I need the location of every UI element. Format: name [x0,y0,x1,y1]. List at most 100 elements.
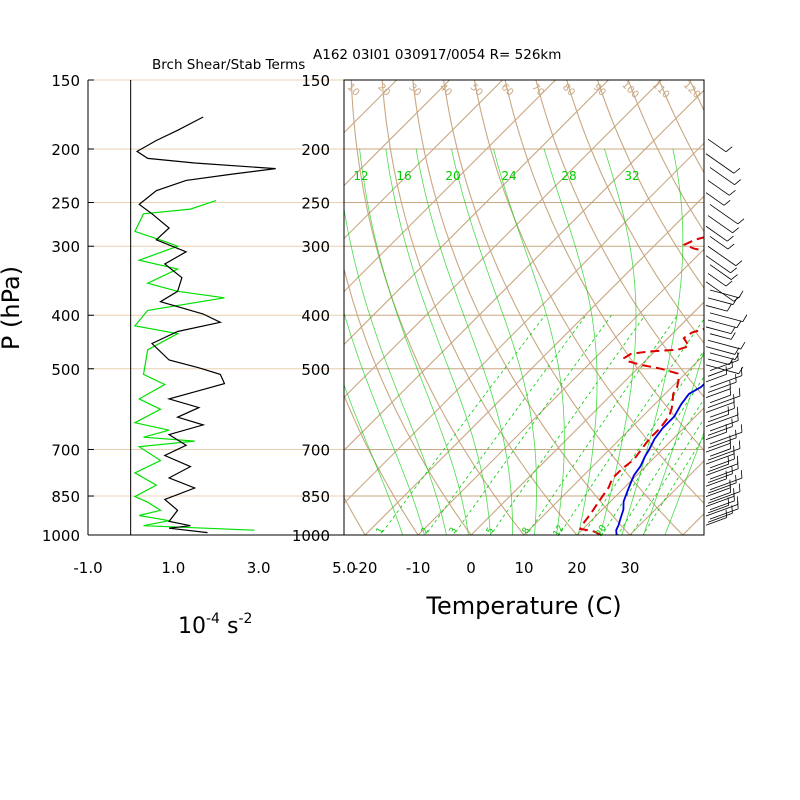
pressure-label-400: 400 [51,307,80,325]
wind-barb-staff [709,333,732,340]
wind-barb-staff [707,473,733,484]
mixing-ratio-label-16: 16 [396,169,411,183]
wind-barb-feather [742,314,748,322]
mixing-ratio-line [642,435,704,535]
moist-adiabat-line [599,148,637,535]
wind-barb-staff [707,448,741,461]
temperature-tick-labels: -20 -10 0 10 20 30 [353,559,640,577]
wind-barb-staff [707,512,733,523]
wind-barb-feather [740,424,743,433]
wind-barb-feather [731,418,733,427]
wind-barb-feather [736,455,739,464]
mixing-ratio-label-2: 2 [420,526,432,536]
wind-barb-staff [707,138,727,153]
wind-barb-staff [707,180,730,196]
wind-barb-feather [730,332,736,340]
isotherm-line [344,80,398,134]
wind-barb-staff [707,482,737,494]
isotherm-line [470,301,704,535]
pressure-label-250: 250 [51,195,80,213]
y-axis-label: P (hPa) [0,266,25,350]
wind-barb-staff [707,505,729,514]
moist-adiabat-line [344,383,404,535]
wind-barb-staff [705,487,731,497]
pressure-label-1000: 1000 [42,527,80,545]
wind-barb-staff [709,312,743,323]
isotherm-line [344,80,504,240]
mixing-ratio-line [630,418,704,535]
wind-barb-staff [705,495,735,507]
units-spacer [220,614,227,639]
dry-adiabat-label-50: 50 [468,82,485,99]
wind-barb-staff [705,431,727,441]
wind-barb-feather [733,488,735,497]
temp-tick-label-20: 20 [567,559,586,577]
wind-barb-feather [726,304,732,312]
wind-barb-staff [707,245,737,267]
wind-barb-staff [709,508,739,520]
temp-tick-label--10: -10 [406,559,431,577]
pressure-label-300: 300 [51,238,80,256]
left-pressure-tick-labels: 150 200 250 300 400 500 700 850 1000 [42,72,94,545]
isotherm-line [417,248,704,535]
wind-barb-staff [709,477,743,491]
skewt-pressure-label-300: 300 [301,238,330,256]
dry-adiabat-line [627,80,704,233]
skewt-pressure-label-150: 150 [301,72,330,90]
wind-barb-staff [709,289,740,299]
dry-adiabat-line [344,266,472,535]
mixing-ratio-label-20: 20 [595,523,610,538]
moist-adiabat-line [642,349,704,535]
wind-barb-staff [707,395,741,409]
shear-term-line [135,116,276,534]
moist-adiabat-line [385,148,491,535]
x-tick-label-1.0: 1.0 [161,559,185,577]
moist-adiabat-line [344,206,447,535]
wind-barb-feather [735,260,743,267]
wind-barb-feather [725,470,728,479]
wind-barb-feather [725,146,733,153]
isotherm-line [344,80,610,346]
dry-adiabat-label-60: 60 [499,82,516,99]
wind-barb-feather [733,295,741,302]
moist-adiabat-line [451,148,537,535]
isotherm-line [777,63,800,546]
dry-adiabat-line [344,393,419,535]
wind-barb-feather [736,406,739,415]
units-base: 10 [178,614,206,639]
skewt-pressure-label-400: 400 [301,307,330,325]
wind-barb-staff [709,458,735,469]
mixing-ratio-label-3: 3 [448,526,460,536]
moist-adiabat-line [344,311,425,535]
isotherm-line [344,80,451,187]
wind-barb-staff [705,326,732,335]
dry-adiabat-lines [344,80,704,535]
units-exponent: -4 [206,611,220,627]
skewt-pressure-tick-labels: 150 200 250 300 400 500 700 850 1000 [292,72,330,545]
isotherm-line [344,80,663,399]
wind-barb-feather [727,243,735,250]
mixing-ratio-line [617,398,704,535]
wind-barb-staff [705,373,727,383]
wind-barb-feather [738,440,741,449]
skewt-pressure-label-200: 200 [301,141,330,159]
wind-barb-feather [727,235,734,242]
wind-barb-staff [707,319,738,329]
mixing-ratio-label-8: 8 [521,526,533,536]
temp-tick-label-10: 10 [514,559,533,577]
wind-barb-staff [707,437,737,449]
wind-barb-staff [707,413,729,423]
wind-barb-staff [709,448,731,457]
temp-tick-label-30: 30 [620,559,639,577]
isotherm-line [364,195,704,535]
wind-barb-feather [731,465,733,474]
wind-barb-feather [735,474,737,483]
wind-barb-staff [709,420,739,432]
wind-barb-feather [727,456,730,465]
mixing-ratio-label-12: 12 [353,169,368,183]
shear-stability-panel: 150 200 250 300 400 500 700 850 1000 -1.0 1.0 3.0 5… [0,57,356,639]
pressure-label-500: 500 [51,361,80,379]
wind-barb-staff [705,255,731,274]
wind-barb-staff [705,388,731,399]
